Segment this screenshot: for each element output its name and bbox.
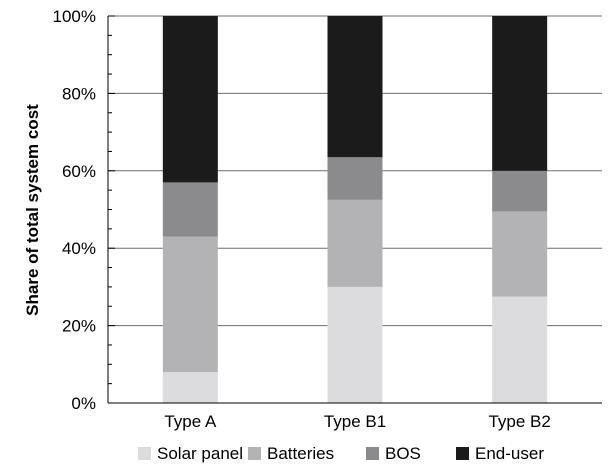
y-tick-label: 0% bbox=[71, 394, 96, 413]
x-category-label: Type B2 bbox=[488, 412, 550, 431]
legend-swatch bbox=[248, 447, 261, 460]
legend-swatch bbox=[366, 447, 379, 460]
y-tick-label: 20% bbox=[62, 317, 96, 336]
x-category-label: Type A bbox=[164, 412, 217, 431]
legend: Solar panel Batteries BOS End-user bbox=[138, 444, 544, 463]
bar-segment-batteries bbox=[162, 236, 218, 373]
y-tick-label: 40% bbox=[62, 239, 96, 258]
bar-segment-batteries bbox=[492, 211, 548, 297]
x-category-labels: Type A Type B1 Type B2 bbox=[164, 412, 551, 431]
x-category-label: Type B1 bbox=[324, 412, 386, 431]
y-tick-labels: 0% 20% 40% 60% 80% 100% bbox=[53, 7, 96, 413]
axes bbox=[107, 15, 602, 404]
bars bbox=[162, 16, 548, 403]
y-tick-label: 80% bbox=[62, 84, 96, 103]
y-axis-title: Share of total system cost bbox=[23, 104, 42, 316]
legend-label: BOS bbox=[385, 444, 421, 463]
bar-segment-solar-panel bbox=[162, 372, 218, 403]
bar-segment-end-user bbox=[327, 16, 383, 158]
bar-segment-end-user bbox=[162, 16, 218, 183]
bar-segment-bos bbox=[327, 157, 383, 200]
legend-label: Batteries bbox=[267, 444, 334, 463]
bar-segment-solar-panel bbox=[327, 286, 383, 403]
legend-swatch bbox=[138, 447, 151, 460]
bar-segment-batteries bbox=[327, 199, 383, 287]
bar-segment-bos bbox=[162, 182, 218, 237]
legend-label: Solar panel bbox=[157, 444, 243, 463]
bar-segment-bos bbox=[492, 170, 548, 212]
legend-label: End-user bbox=[475, 444, 544, 463]
y-tick-label: 60% bbox=[62, 162, 96, 181]
bar-segment-solar-panel bbox=[492, 296, 548, 403]
y-tick-label: 100% bbox=[53, 7, 96, 26]
bar-segment-end-user bbox=[492, 16, 548, 171]
legend-swatch bbox=[456, 447, 469, 460]
